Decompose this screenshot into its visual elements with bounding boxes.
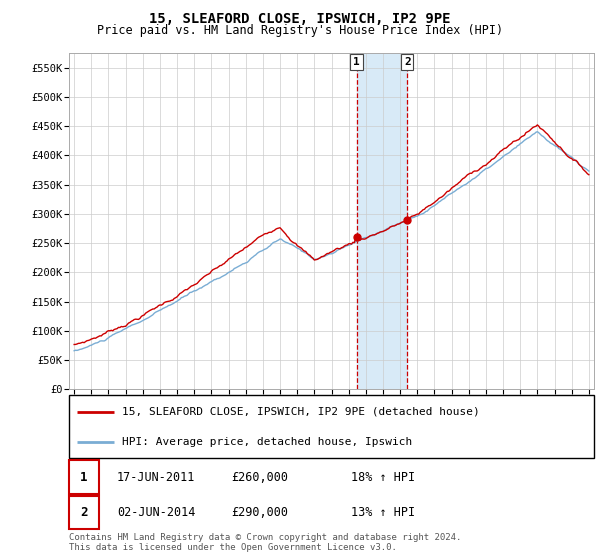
Text: 13% ↑ HPI: 13% ↑ HPI	[351, 506, 415, 519]
Text: 15, SLEAFORD CLOSE, IPSWICH, IP2 9PE: 15, SLEAFORD CLOSE, IPSWICH, IP2 9PE	[149, 12, 451, 26]
Text: Contains HM Land Registry data © Crown copyright and database right 2024.: Contains HM Land Registry data © Crown c…	[69, 533, 461, 542]
Text: HPI: Average price, detached house, Ipswich: HPI: Average price, detached house, Ipsw…	[121, 437, 412, 447]
Text: 2: 2	[80, 506, 88, 519]
Text: 1: 1	[353, 57, 360, 67]
Text: 2: 2	[404, 57, 411, 67]
Text: 18% ↑ HPI: 18% ↑ HPI	[351, 470, 415, 484]
Bar	[356, 53, 407, 389]
Text: 17-JUN-2011: 17-JUN-2011	[117, 470, 196, 484]
Text: £290,000: £290,000	[231, 506, 288, 519]
Text: £260,000: £260,000	[231, 470, 288, 484]
Text: 15, SLEAFORD CLOSE, IPSWICH, IP2 9PE (detached house): 15, SLEAFORD CLOSE, IPSWICH, IP2 9PE (de…	[121, 407, 479, 417]
Text: Price paid vs. HM Land Registry's House Price Index (HPI): Price paid vs. HM Land Registry's House …	[97, 24, 503, 36]
Text: 02-JUN-2014: 02-JUN-2014	[117, 506, 196, 519]
Text: 1: 1	[80, 470, 88, 484]
Text: This data is licensed under the Open Government Licence v3.0.: This data is licensed under the Open Gov…	[69, 543, 397, 552]
